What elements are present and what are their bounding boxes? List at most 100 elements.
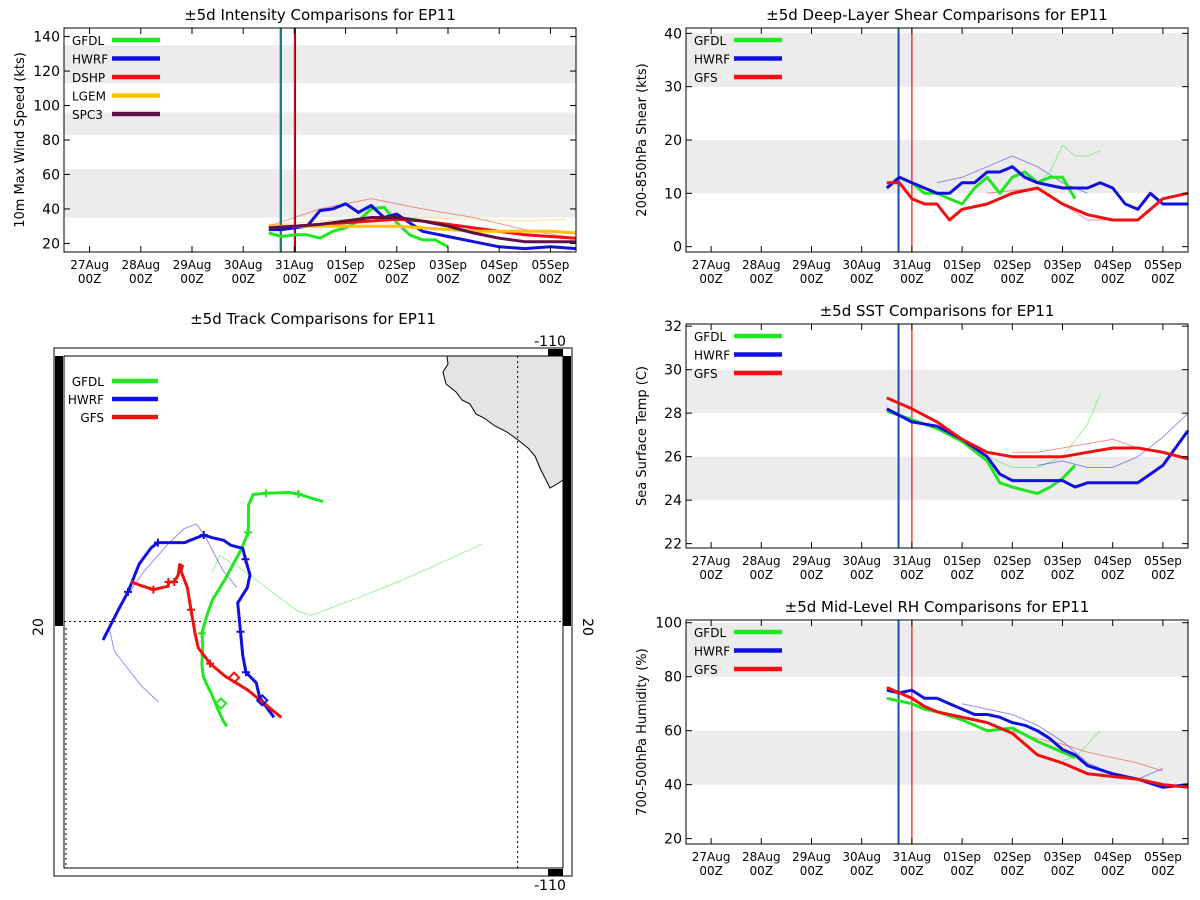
sst-legend-label: GFDL xyxy=(694,330,726,344)
rh-xtick-time: 00Z xyxy=(900,864,924,878)
rh-xtick-date: 29Aug xyxy=(792,850,831,864)
sst-ytick-label: 30 xyxy=(664,363,682,379)
sst-ytick-label: 26 xyxy=(664,450,682,466)
intensity-xtick-date: 01Sep xyxy=(327,258,365,272)
sst-xtick-time: 00Z xyxy=(1151,568,1175,582)
intensity-legend-label: LGEM xyxy=(72,90,106,104)
rh-xtick-date: 03Sep xyxy=(1044,850,1082,864)
intensity-ytick-label: 60 xyxy=(42,167,60,183)
sst-xtick-time: 00Z xyxy=(950,568,974,582)
track-diamond-gfs xyxy=(227,671,241,685)
sst-xtick-date: 03Sep xyxy=(1044,554,1082,568)
sst-xtick-time: 00Z xyxy=(699,568,723,582)
shear-ytick-label: 20 xyxy=(664,133,682,149)
rh-xtick-date: 02Sep xyxy=(993,850,1031,864)
rh-xtick-date: 31Aug xyxy=(893,850,932,864)
track-thin-hwrf-1 xyxy=(108,523,238,703)
sst-xtick-date: 30Aug xyxy=(842,554,881,568)
intensity-legend-label: DSHP xyxy=(72,71,105,85)
intensity-ytick-label: 140 xyxy=(33,30,60,46)
track-marker-hwrf xyxy=(153,538,162,547)
track-marker-gfs xyxy=(206,659,215,668)
sst-xtick-date: 31Aug xyxy=(893,554,932,568)
rh-xtick-time: 00Z xyxy=(1101,864,1125,878)
rh-frame xyxy=(685,619,1189,845)
rh-xtick-time: 00Z xyxy=(800,864,824,878)
shear-xtick-date: 01Sep xyxy=(943,258,981,272)
intensity-xtick-date: 03Sep xyxy=(429,258,467,272)
track-thin-gfdl-0 xyxy=(211,543,483,616)
intensity-xtick-date: 02Sep xyxy=(378,258,416,272)
sst-xtick-date: 02Sep xyxy=(993,554,1031,568)
track-series-gfs xyxy=(130,563,283,719)
sst-xtick-date: 04Sep xyxy=(1094,554,1132,568)
rh-series-hwrf xyxy=(886,688,1189,789)
shear-xtick-date: 02Sep xyxy=(993,258,1031,272)
intensity-xtick-date: 05Sep xyxy=(531,258,569,272)
shear-xtick-time: 00Z xyxy=(750,272,774,286)
shear-xtick-time: 00Z xyxy=(850,272,874,286)
rh-xtick-time: 00Z xyxy=(699,864,723,878)
sst-xtick-time: 00Z xyxy=(1101,568,1125,582)
sst-ylabel: Sea Surface Temp (C) xyxy=(635,366,650,506)
sst-xtick-date: 01Sep xyxy=(943,554,981,568)
sst-legend-label: HWRF xyxy=(694,349,730,363)
rh-xtick-date: 27Aug xyxy=(692,850,731,864)
intensity-legend-label: SPC3 xyxy=(72,108,103,122)
track-marker-gfs xyxy=(164,578,173,587)
shear-series-gfdl xyxy=(885,170,1077,206)
shear-xtick-time: 00Z xyxy=(800,272,824,286)
shear-xtick-time: 00Z xyxy=(1101,272,1125,286)
shear-legend-label: HWRF xyxy=(694,53,730,67)
sst-xtick-date: 28Aug xyxy=(742,554,781,568)
shear-xtick-date: 28Aug xyxy=(742,258,781,272)
shear-xtick-time: 00Z xyxy=(900,272,924,286)
shear-xtick-time: 00Z xyxy=(1151,272,1175,286)
rh-series-gfs xyxy=(886,686,1189,789)
intensity-xtick-time: 00Z xyxy=(487,272,511,286)
rh-xtick-date: 01Sep xyxy=(943,850,981,864)
track-diamond-hwrf xyxy=(255,693,269,707)
track-lat-label-right: 20 xyxy=(579,618,595,636)
sst-ytick-label: 28 xyxy=(664,406,682,422)
intensity-ytick-label: 100 xyxy=(33,99,60,115)
shear-xtick-date: 03Sep xyxy=(1044,258,1082,272)
intensity-xtick-time: 00Z xyxy=(283,272,307,286)
rh-legend-label: GFS xyxy=(694,663,718,677)
intensity-xtick-time: 00Z xyxy=(129,272,153,286)
track-marker-hwrf xyxy=(236,627,245,636)
rh-legend-label: GFDL xyxy=(694,626,726,640)
intensity-xtick-date: 04Sep xyxy=(480,258,518,272)
intensity-ytick-label: 20 xyxy=(42,236,60,252)
track-title: ±5d Track Comparisons for EP11 xyxy=(190,310,436,328)
track-border-bar-right xyxy=(563,356,571,626)
intensity-ytick-label: 40 xyxy=(42,202,60,218)
rh-xtick-date: 28Aug xyxy=(742,850,781,864)
shear-title: ±5d Deep-Layer Shear Comparisons for EP1… xyxy=(766,6,1108,24)
sst-thin-hwrf-1 xyxy=(1037,412,1189,468)
track-marker-hwrf xyxy=(123,587,132,596)
sst-xtick-time: 00Z xyxy=(750,568,774,582)
shear-thin-hwrf-0 xyxy=(936,155,1088,194)
track-border-bar-bottom xyxy=(548,869,563,876)
shear-series-gfs xyxy=(886,181,1189,222)
shear-legend-label: GFDL xyxy=(694,34,726,48)
sst-band-1 xyxy=(686,369,1188,414)
shear-ylabel: 200-850hPa Shear (kts) xyxy=(635,63,650,216)
track-marker-hwrf xyxy=(241,668,250,677)
rh-xtick-date: 04Sep xyxy=(1094,850,1132,864)
track-marker-hwrf xyxy=(241,555,250,564)
intensity-xtick-time: 00Z xyxy=(180,272,204,286)
sst-thin-gfdl-0 xyxy=(987,393,1101,468)
intensity-legend-label: HWRF xyxy=(72,53,108,67)
sst-ytick-label: 32 xyxy=(664,319,682,335)
track-marker-gfdl xyxy=(261,489,270,498)
track-lon-label-top: -110 xyxy=(534,334,566,350)
track-series-gfdl xyxy=(200,491,324,728)
rh-legend-label: HWRF xyxy=(694,645,730,659)
track-marker-gfs xyxy=(149,585,158,594)
sst-xtick-time: 00Z xyxy=(1001,568,1025,582)
sst-series-gfs xyxy=(886,396,1189,461)
sst-frame xyxy=(685,323,1189,549)
shear-ytick-label: 30 xyxy=(664,80,682,96)
